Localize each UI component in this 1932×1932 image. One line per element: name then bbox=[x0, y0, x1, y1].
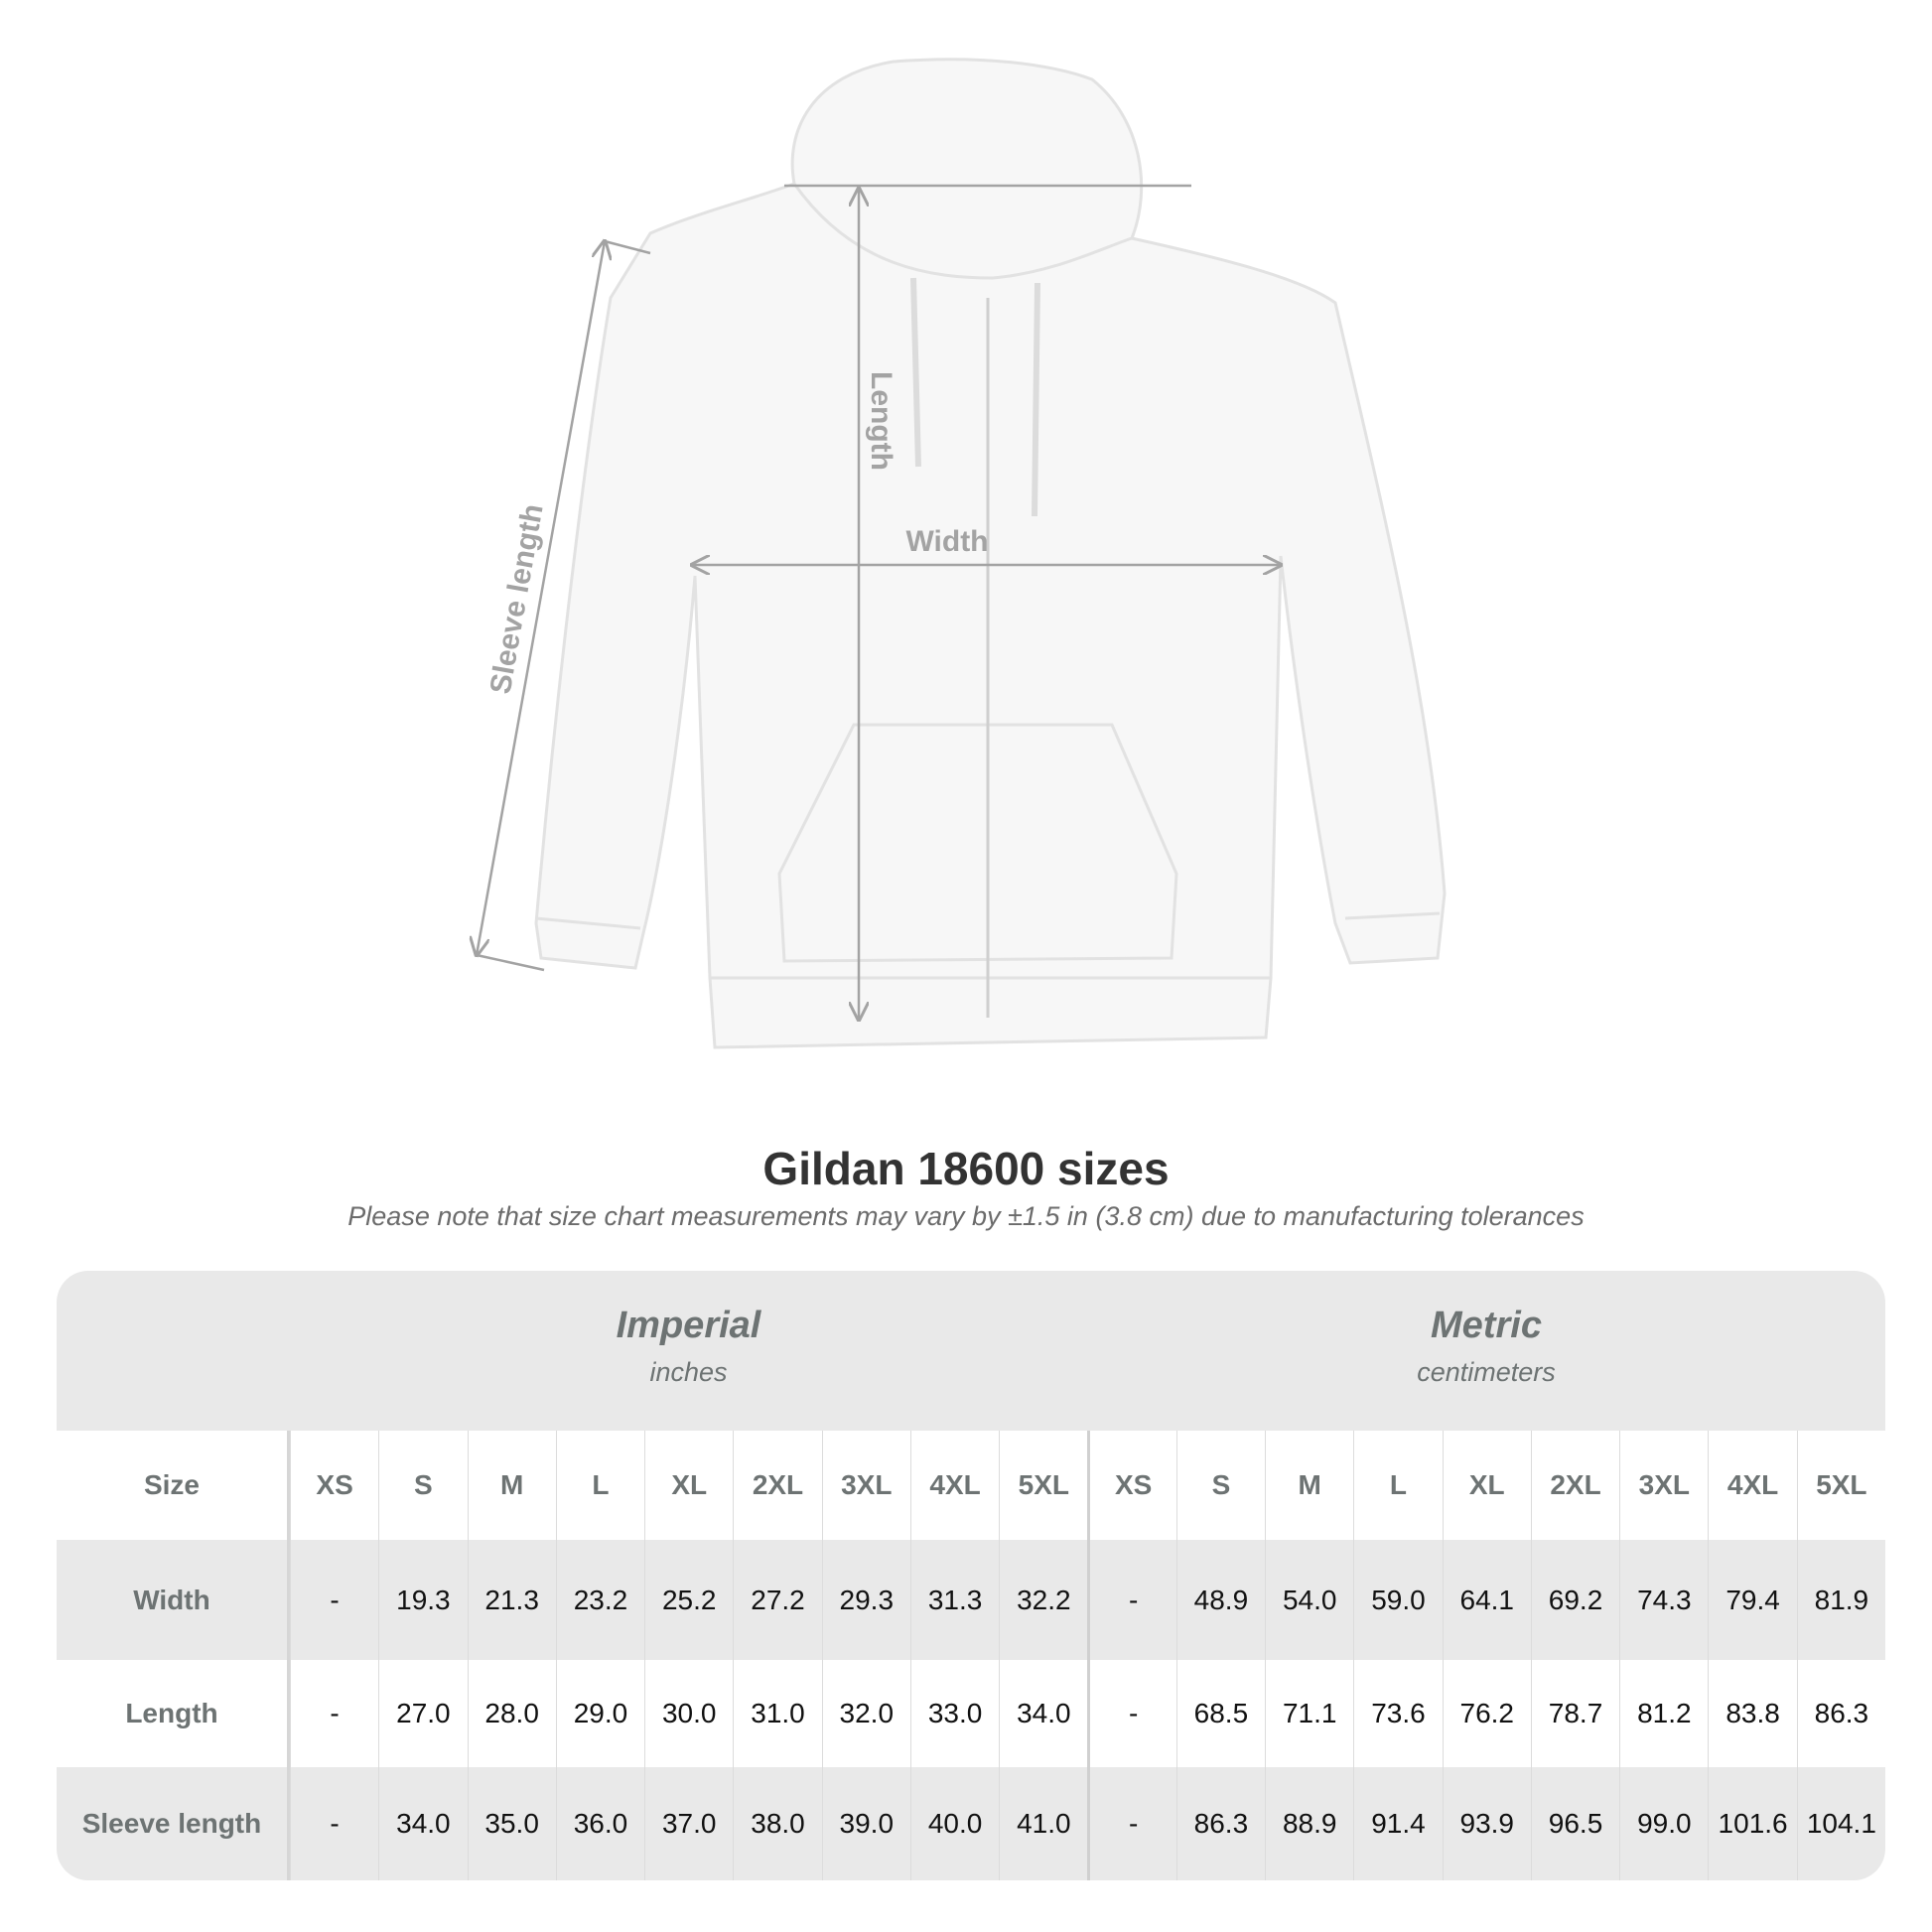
metric-value: 78.7 bbox=[1530, 1660, 1619, 1767]
size-header: 2XL bbox=[1530, 1431, 1619, 1540]
metric-value: 48.9 bbox=[1175, 1540, 1265, 1660]
metric-title: Metric bbox=[1431, 1305, 1542, 1346]
imperial-value: 37.0 bbox=[644, 1767, 733, 1880]
imperial-value: 39.0 bbox=[821, 1767, 910, 1880]
metric-value: 101.6 bbox=[1708, 1767, 1796, 1880]
metric-value: 86.3 bbox=[1796, 1660, 1885, 1767]
metric-value: 59.0 bbox=[1353, 1540, 1442, 1660]
metric-value: 96.5 bbox=[1530, 1767, 1619, 1880]
size-header-row: Size XS S M L XL 2XL 3XL 4XL 5XL XS S M L XL 2XL 3XL 4XL 5… bbox=[57, 1431, 1885, 1540]
metric-value: 88.9 bbox=[1265, 1767, 1353, 1880]
sleeve-arrow bbox=[477, 241, 605, 955]
size-table: Imperial inches Metric centimeters Size X… bbox=[57, 1271, 1885, 1880]
tolerance-note: Please note that size chart measurements… bbox=[347, 1201, 1585, 1231]
size-label: Size bbox=[57, 1431, 290, 1540]
size-header: M bbox=[467, 1431, 556, 1540]
imperial-value: 29.0 bbox=[555, 1660, 644, 1767]
size-header: 4XL bbox=[1708, 1431, 1796, 1540]
size-header: XL bbox=[1442, 1431, 1531, 1540]
metric-value: 83.8 bbox=[1708, 1660, 1796, 1767]
imperial-title: Imperial bbox=[616, 1305, 761, 1346]
row-label: Width bbox=[57, 1540, 290, 1660]
imperial-value: 41.0 bbox=[999, 1767, 1087, 1880]
size-header: 3XL bbox=[1619, 1431, 1708, 1540]
imperial-header: Imperial inches bbox=[290, 1271, 1087, 1431]
size-header: 5XL bbox=[1796, 1431, 1885, 1540]
metric-value: - bbox=[1087, 1767, 1175, 1880]
imperial-value: 27.2 bbox=[733, 1540, 821, 1660]
length-label: Length bbox=[865, 371, 897, 471]
hoodie-illustration bbox=[534, 58, 1447, 1049]
imperial-value: 40.0 bbox=[909, 1767, 999, 1880]
size-header: S bbox=[378, 1431, 467, 1540]
table-row: Sleeve length -34.0 35.0 36.0 37.0 38.0 39.0 40… bbox=[57, 1767, 1885, 1880]
metric-value: - bbox=[1087, 1540, 1175, 1660]
imperial-value: 27.0 bbox=[378, 1660, 467, 1767]
size-header: 5XL bbox=[999, 1431, 1087, 1540]
imperial-value: 32.0 bbox=[821, 1660, 910, 1767]
metric-value: 69.2 bbox=[1530, 1540, 1619, 1660]
size-header: S bbox=[1175, 1431, 1265, 1540]
imperial-value: 34.0 bbox=[378, 1767, 467, 1880]
row-label: Sleeve length bbox=[57, 1767, 290, 1880]
imperial-value: 34.0 bbox=[999, 1660, 1087, 1767]
metric-value: 81.2 bbox=[1619, 1660, 1708, 1767]
measurement-annotations bbox=[477, 184, 1281, 1020]
size-header: XS bbox=[289, 1431, 378, 1540]
table-row: Length -27.0 28.0 29.0 30.0 31.0 32.0 33.0 34.0-… bbox=[57, 1660, 1885, 1767]
size-header: XL bbox=[644, 1431, 733, 1540]
row-label: Length bbox=[57, 1660, 290, 1767]
metric-value: 99.0 bbox=[1619, 1767, 1708, 1880]
imperial-value: 30.0 bbox=[644, 1660, 733, 1767]
imperial-value: 29.3 bbox=[821, 1540, 910, 1660]
metric-value: 76.2 bbox=[1442, 1660, 1531, 1767]
metric-unit: centimeters bbox=[1417, 1357, 1556, 1387]
metric-value: 54.0 bbox=[1265, 1540, 1353, 1660]
metric-value: 79.4 bbox=[1708, 1540, 1796, 1660]
size-header: XS bbox=[1087, 1431, 1175, 1540]
imperial-value: 36.0 bbox=[555, 1767, 644, 1880]
metric-value: 93.9 bbox=[1442, 1767, 1531, 1880]
size-header: 3XL bbox=[821, 1431, 910, 1540]
imperial-value: 31.3 bbox=[909, 1540, 999, 1660]
metric-value: 74.3 bbox=[1619, 1540, 1708, 1660]
imperial-value: 32.2 bbox=[999, 1540, 1087, 1660]
size-header: L bbox=[555, 1431, 644, 1540]
width-label: Width bbox=[905, 525, 988, 558]
imperial-value: 38.0 bbox=[733, 1767, 821, 1880]
hoodie-diagram: Length Width Sleeve length bbox=[0, 58, 1447, 1049]
imperial-value: - bbox=[289, 1540, 378, 1660]
metric-value: 71.1 bbox=[1265, 1660, 1353, 1767]
table-row: Width -19.3 21.3 23.2 25.2 27.2 29.3 31.3 32.2-4… bbox=[57, 1540, 1885, 1660]
metric-value: 91.4 bbox=[1353, 1767, 1442, 1880]
imperial-value: 21.3 bbox=[467, 1540, 556, 1660]
metric-value: 104.1 bbox=[1796, 1767, 1885, 1880]
imperial-value: - bbox=[289, 1767, 378, 1880]
size-header: 4XL bbox=[909, 1431, 999, 1540]
imperial-value: - bbox=[289, 1660, 378, 1767]
imperial-value: 23.2 bbox=[555, 1540, 644, 1660]
imperial-value: 25.2 bbox=[644, 1540, 733, 1660]
imperial-value: 19.3 bbox=[378, 1540, 467, 1660]
metric-value: - bbox=[1087, 1660, 1175, 1767]
imperial-value: 28.0 bbox=[467, 1660, 556, 1767]
metric-value: 64.1 bbox=[1442, 1540, 1531, 1660]
metric-header: Metric centimeters bbox=[1087, 1271, 1885, 1431]
metric-value: 68.5 bbox=[1175, 1660, 1265, 1767]
imperial-value: 33.0 bbox=[909, 1660, 999, 1767]
imperial-value: 31.0 bbox=[733, 1660, 821, 1767]
size-header: 2XL bbox=[733, 1431, 821, 1540]
metric-value: 86.3 bbox=[1175, 1767, 1265, 1880]
imperial-unit: inches bbox=[649, 1357, 728, 1387]
metric-value: 73.6 bbox=[1353, 1660, 1442, 1767]
imperial-value: 35.0 bbox=[467, 1767, 556, 1880]
size-header: M bbox=[1265, 1431, 1353, 1540]
size-header: L bbox=[1353, 1431, 1442, 1540]
page-title: Gildan 18600 sizes bbox=[762, 1143, 1170, 1194]
metric-value: 81.9 bbox=[1796, 1540, 1885, 1660]
